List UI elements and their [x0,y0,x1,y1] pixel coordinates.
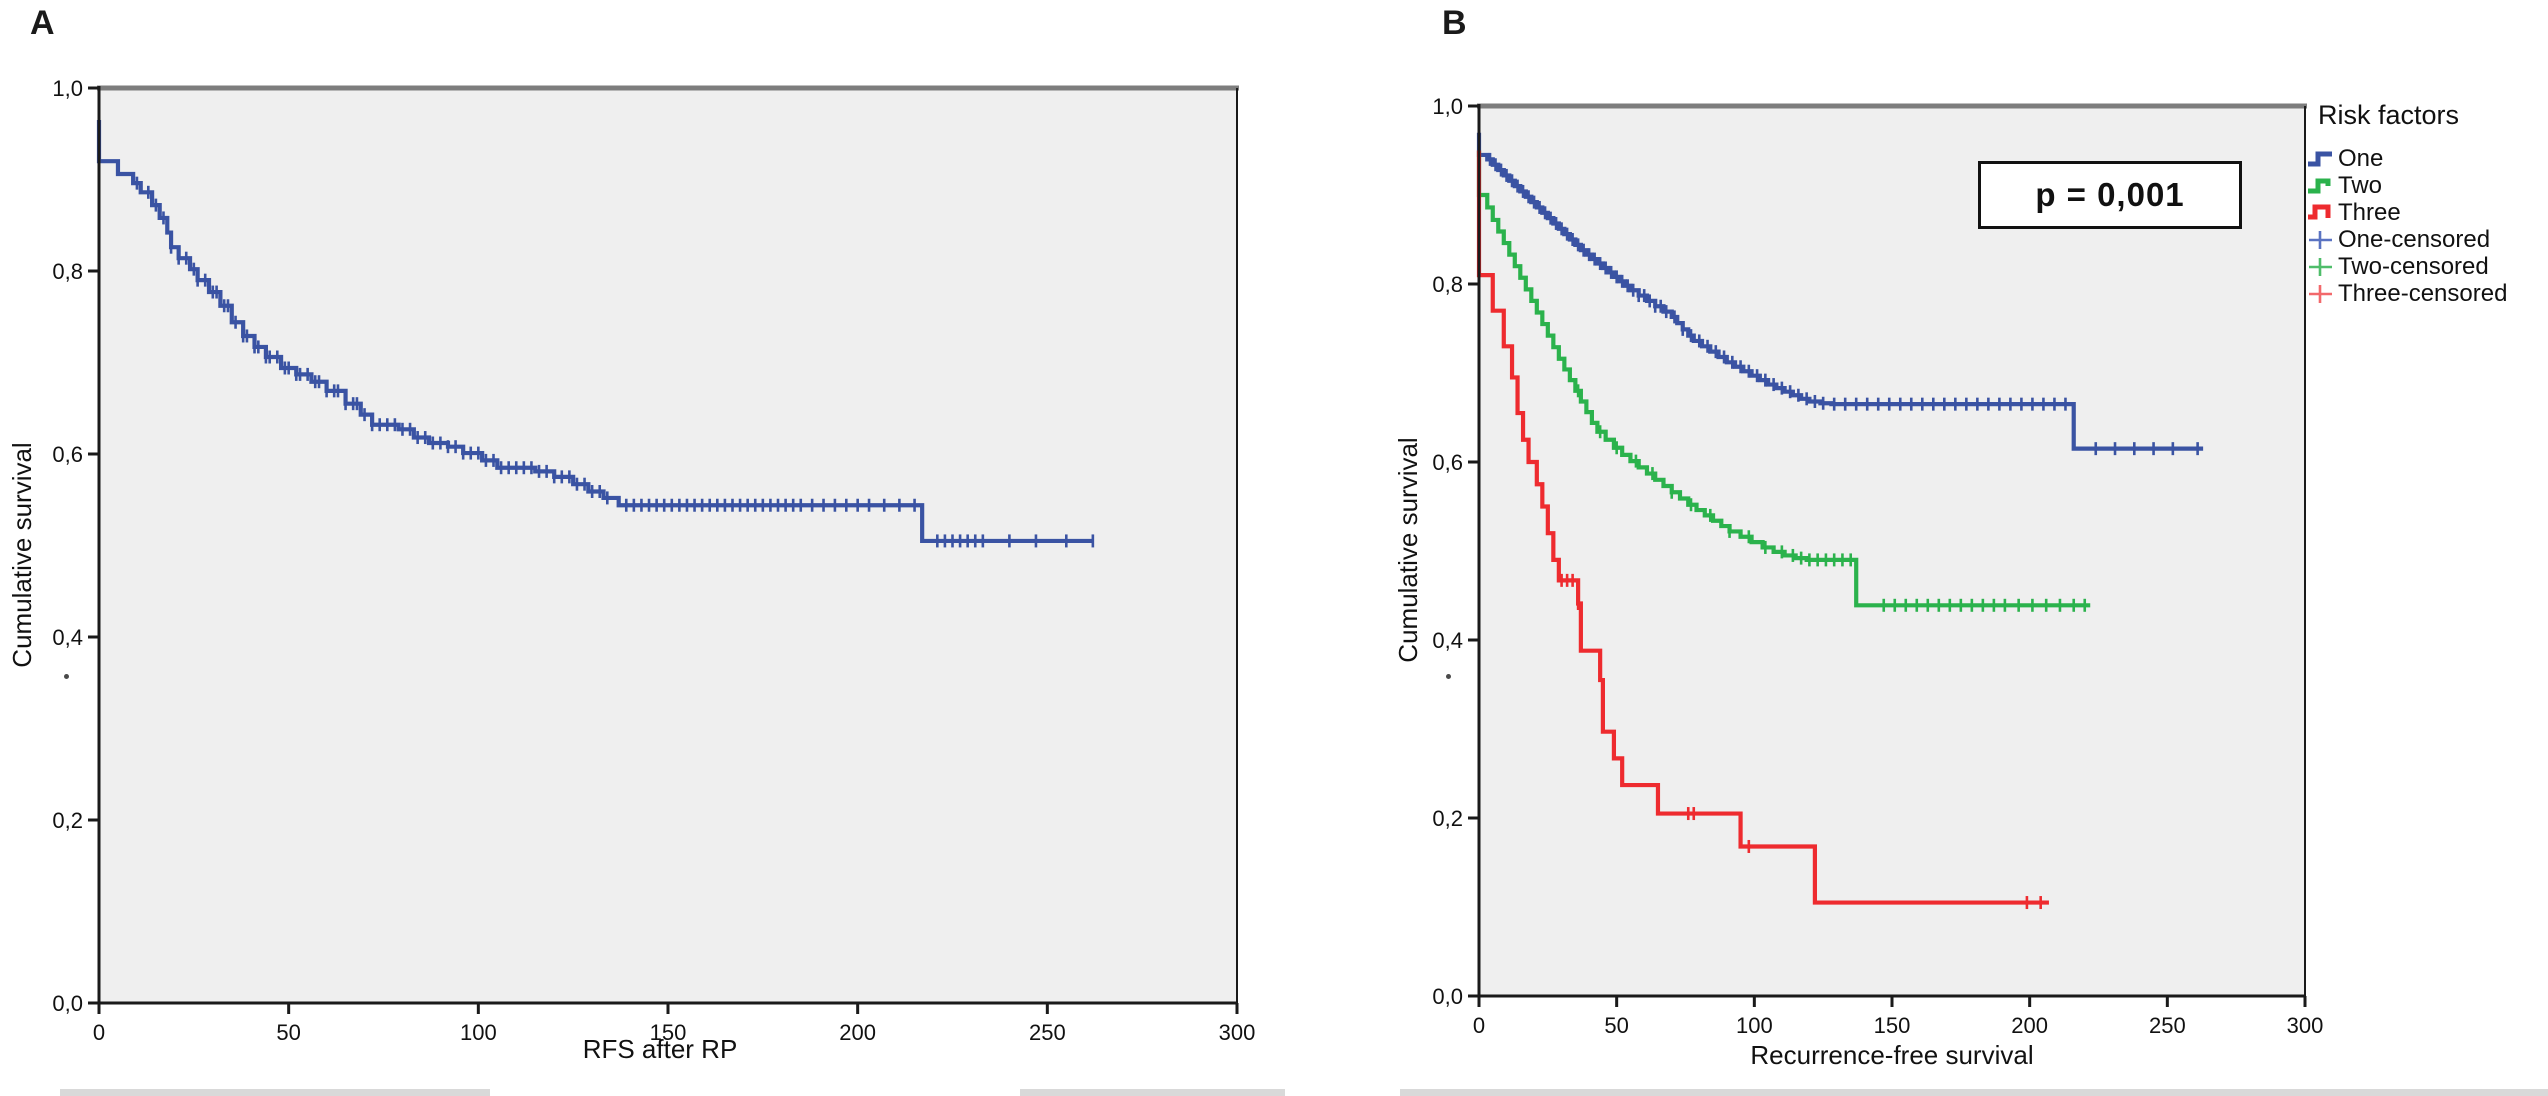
censor-marks-three [1560,573,2042,910]
legend-item-three: Three [2306,199,2548,226]
legend-item-three-censored: Three-censored [2306,280,2548,307]
axis-ticks-b: 0,0 0,2 0,4 0,6 0,8 1,0 0 50 100 150 200 250 300 [1432,94,2323,1038]
km-curve-three [1476,150,2049,905]
legend-item-one: One [2306,145,2548,172]
legend-label: Three-censored [2338,279,2508,307]
y-axis-title-a: Cumulative survival [7,442,37,668]
y-tick-label: 1,0 [52,76,83,101]
x-tick-label: 100 [460,1020,497,1045]
x-tick-label: 150 [650,1020,687,1045]
legend-label: One-censored [2338,225,2491,253]
bottom-edge-strip [1020,1089,1285,1096]
legend-marker-three-censored-icon [2309,284,2332,303]
x-tick-label: 250 [2149,1013,2186,1038]
x-tick-label: 150 [1874,1013,1911,1038]
legend-label: Two [2338,171,2383,199]
legend-marker-one-censored-icon [2309,230,2332,249]
bottom-edge-strip [1400,1089,2548,1096]
x-tick-label: 300 [2287,1013,2324,1038]
legend: Risk factors One Two Three One-censored Two-… [2306,100,2548,307]
x-tick-label: 100 [1736,1013,1773,1038]
y-tick-label: 0,4 [52,625,83,650]
panel-label-a: A [30,4,55,42]
legend-marker-one-icon [2308,151,2332,166]
legend-marker-two-icon [2308,178,2331,193]
km-curve-one [1476,132,2204,451]
y-tick-label: 1,0 [1432,94,1463,119]
legend-marker-two-censored-icon [2309,257,2332,276]
x-tick-label: 0 [93,1020,105,1045]
stray-dot [64,674,69,679]
x-tick-label: 300 [1219,1020,1256,1045]
x-tick-label: 200 [2011,1013,2048,1038]
censor-marks-two [1576,384,2087,612]
legend-items: One Two Three One-censored Two-censored Three… [2306,145,2548,307]
km-curve-a [96,120,1093,544]
p-value-box: p = 0,001 [1978,161,2242,229]
x-tick-label: 250 [1029,1020,1066,1045]
y-tick-label: 0,8 [52,259,83,284]
bottom-edge-strip [60,1089,490,1096]
y-tick-label: 0,2 [1432,806,1463,831]
stray-dot [1446,674,1451,679]
km-curve-two [1476,150,2091,608]
legend-marker-three-icon [2308,204,2331,219]
x-tick-label: 50 [276,1020,300,1045]
y-tick-label: 0,6 [52,442,83,467]
legend-label: Three [2338,198,2401,226]
legend-label: One [2338,144,2384,172]
y-axis-title-b: Cumulative survival [1393,437,1423,663]
x-tick-label: 0 [1473,1013,1485,1038]
y-tick-label: 0,6 [1432,450,1463,475]
censor-marks-a [135,176,1095,548]
x-tick-label: 50 [1604,1013,1628,1038]
y-tick-label: 0,2 [52,808,83,833]
y-tick-label: 0,0 [1432,984,1463,1009]
axis-ticks-a: 0,0 0,2 0,4 0,6 0,8 1,0 0 50 100 150 200 250 300 [52,76,1255,1045]
legend-item-two-censored: Two-censored [2306,253,2548,280]
y-tick-label: 0,4 [1432,628,1463,653]
legend-title: Risk factors [2318,100,2460,130]
plot-area-a [99,88,1237,1003]
x-axis-title-b: Recurrence-free survival [1750,1040,2034,1070]
y-tick-label: 0,0 [52,991,83,1016]
x-tick-label: 200 [839,1020,876,1045]
legend-item-two: Two [2306,172,2548,199]
legend-label: Two-censored [2338,252,2489,280]
censor-marks-one [1488,152,2199,456]
plot-area-b [1479,106,2305,996]
legend-item-one-censored: One-censored [2306,226,2548,253]
x-axis-title-a: RFS after RP [582,1034,738,1064]
panel-label-b: B [1442,4,1467,42]
y-tick-label: 0,8 [1432,272,1463,297]
